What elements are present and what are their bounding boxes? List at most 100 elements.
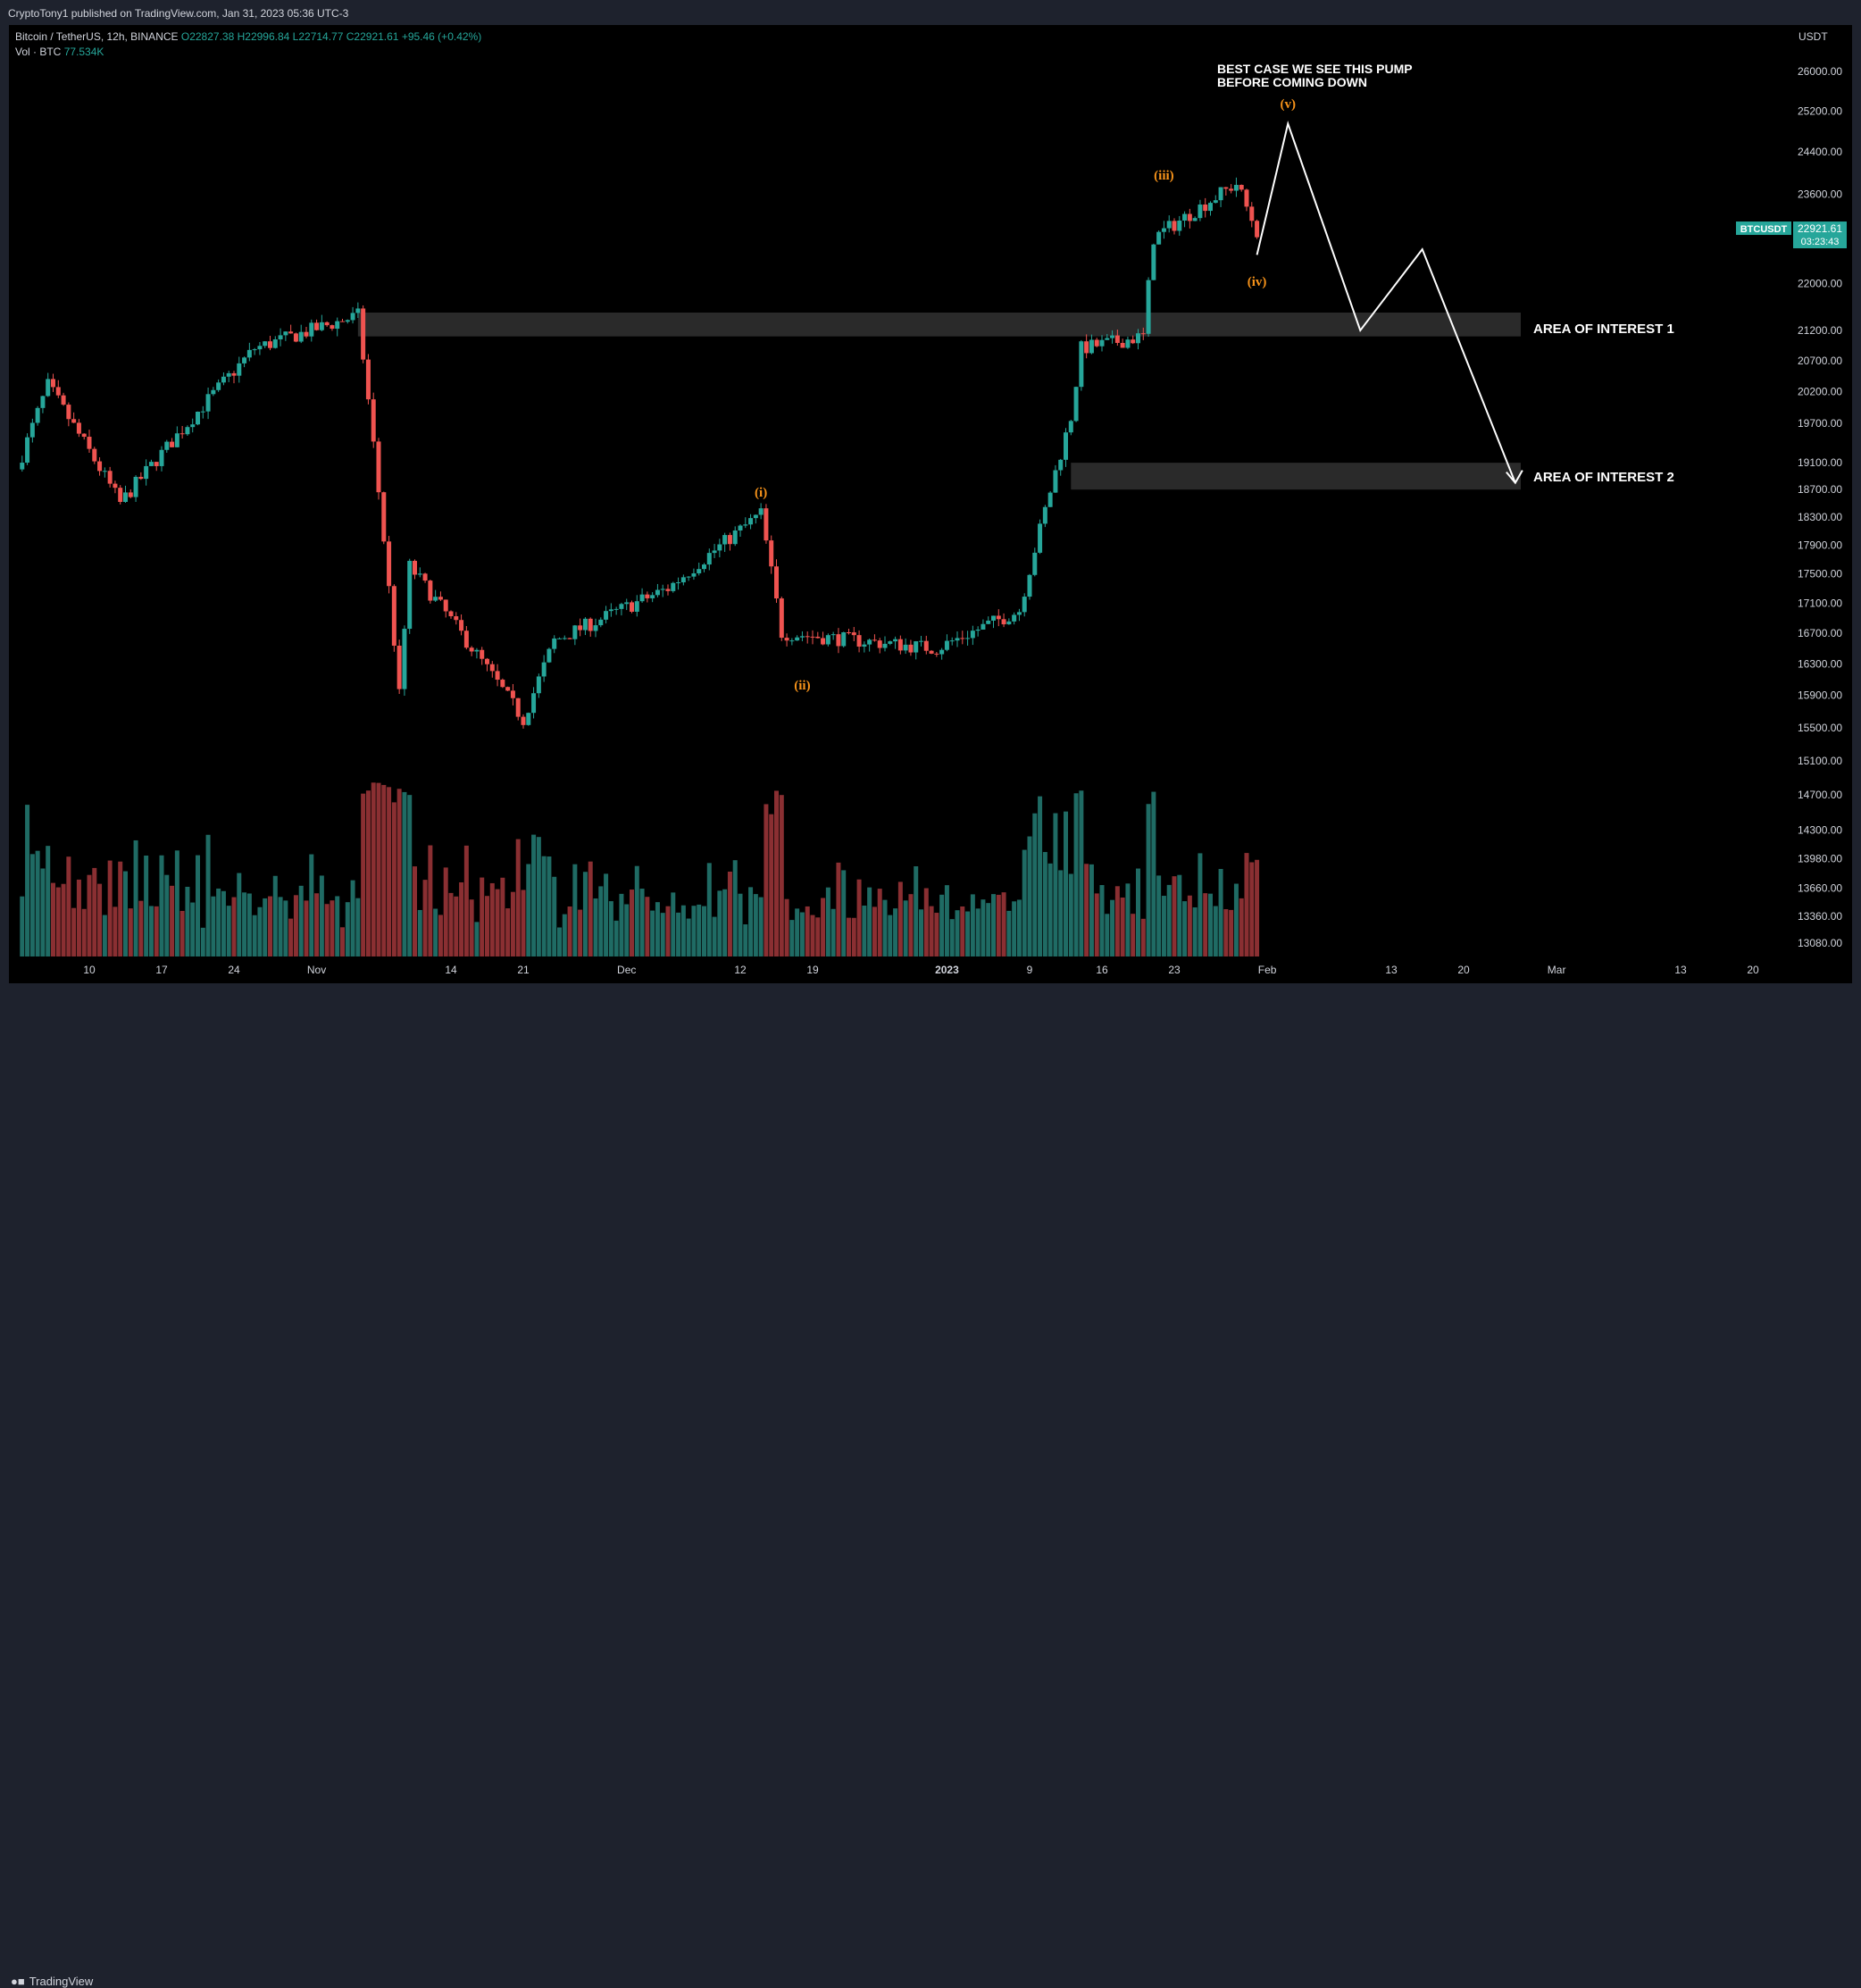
candle-body	[216, 382, 221, 390]
candle-body	[92, 448, 97, 462]
volume-bar	[821, 898, 826, 956]
price-badge-symbol-text: BTCUSDT	[1740, 224, 1788, 235]
volume-bar	[727, 871, 732, 956]
candle-body	[624, 602, 630, 605]
legend-open: O22827.38	[180, 30, 235, 43]
volume-bar	[1105, 914, 1110, 956]
candle-body	[1073, 387, 1079, 422]
candle-body	[830, 634, 836, 636]
volume-bar	[252, 915, 257, 956]
candle-body	[645, 594, 650, 598]
candle-body	[598, 619, 604, 626]
volume-bar	[113, 906, 118, 956]
volume-bar	[387, 787, 392, 956]
volume-bar	[598, 886, 604, 956]
candle-body	[986, 620, 991, 624]
candle-body	[237, 363, 242, 376]
candle-body	[448, 611, 454, 617]
candle-body	[748, 518, 754, 525]
candle-body	[1166, 221, 1172, 229]
price-tick-label: 16700.00	[1798, 627, 1842, 639]
candle-body	[655, 589, 660, 596]
volume-bar	[196, 855, 200, 956]
volume-bar	[702, 906, 706, 956]
chart-frame[interactable]	[9, 25, 1852, 983]
tradingview-logo[interactable]: ●■ TradingView	[11, 1975, 93, 1988]
candle-body	[278, 335, 283, 340]
volume-bar	[381, 784, 387, 956]
volume-bar	[888, 915, 893, 956]
candle-body	[422, 573, 428, 581]
time-tick-label: 2023	[935, 964, 959, 976]
candle-body	[1187, 213, 1192, 221]
volume-bar	[877, 889, 882, 956]
volume-bar	[81, 908, 87, 956]
candle-body	[541, 662, 547, 677]
candle-body	[489, 664, 495, 672]
volume-bar	[531, 834, 537, 956]
volume-bar	[1027, 836, 1032, 956]
candle-body	[474, 649, 480, 652]
candle-body	[1239, 185, 1244, 190]
volume-bar	[970, 894, 975, 956]
candle-body	[1027, 574, 1032, 597]
candle-body	[252, 349, 257, 351]
candle-body	[1218, 187, 1223, 201]
volume-bar	[799, 912, 805, 956]
candle-body	[196, 411, 200, 425]
volume-bar	[805, 906, 810, 956]
volume-bar	[20, 896, 25, 956]
candle-body	[263, 341, 268, 347]
volume-bar	[851, 917, 856, 956]
volume-bar	[200, 927, 205, 956]
candle-body	[531, 693, 537, 714]
note-line-1: BEST CASE WE SEE THIS PUMP	[1217, 62, 1413, 76]
candle-body	[1151, 244, 1156, 280]
time-tick-label: 23	[1168, 964, 1181, 976]
candle-body	[61, 395, 66, 405]
price-tick-label: 13660.00	[1798, 881, 1842, 894]
candle-body	[1038, 523, 1043, 553]
volume-bar	[1032, 813, 1038, 956]
volume-bar	[1099, 885, 1105, 956]
volume-bar	[536, 837, 541, 956]
candle-body	[428, 581, 433, 601]
price-badge-symbol	[1736, 221, 1791, 236]
time-tick-label: 24	[228, 964, 240, 976]
volume-bar	[552, 876, 557, 956]
volume-bar	[231, 897, 237, 956]
volume-bar	[361, 793, 366, 956]
volume-bar	[463, 845, 469, 956]
candle-body	[1094, 339, 1099, 347]
candle-body	[355, 308, 361, 313]
candle-body	[991, 615, 996, 621]
candle-body	[433, 597, 438, 601]
candle-body	[304, 331, 309, 337]
note-line-2: BEFORE COMING DOWN	[1217, 75, 1367, 89]
volume-bar	[758, 897, 764, 956]
candle-body	[1161, 228, 1166, 232]
volume-bar	[774, 790, 779, 956]
candle-body	[676, 582, 681, 584]
price-tick-label: 15500.00	[1798, 722, 1842, 734]
candle-body	[697, 569, 702, 573]
volume-bar	[562, 914, 567, 956]
candle-body	[1249, 206, 1255, 221]
volume-bar	[686, 918, 691, 956]
volume-bar	[402, 791, 407, 956]
price-tick-label: 19100.00	[1798, 456, 1842, 469]
candle-body	[955, 638, 960, 641]
candle-body	[567, 638, 572, 639]
price-chart[interactable]: USDT 26000.00 25200.00 24400.00 23600.00 2200…	[0, 0, 1861, 1014]
candle-body	[185, 427, 190, 435]
price-tick-label: 19700.00	[1798, 417, 1842, 430]
wave-label-iv: (iv)	[1248, 275, 1267, 289]
volume-bar	[485, 896, 489, 956]
candle-body	[314, 322, 320, 330]
candle-body	[371, 399, 376, 442]
volume-bar	[257, 906, 263, 956]
candle-body	[727, 535, 732, 545]
volume-bar	[25, 805, 30, 956]
volume-legend: Vol · BTC 77.534K	[15, 46, 104, 58]
candle-body	[634, 601, 639, 612]
